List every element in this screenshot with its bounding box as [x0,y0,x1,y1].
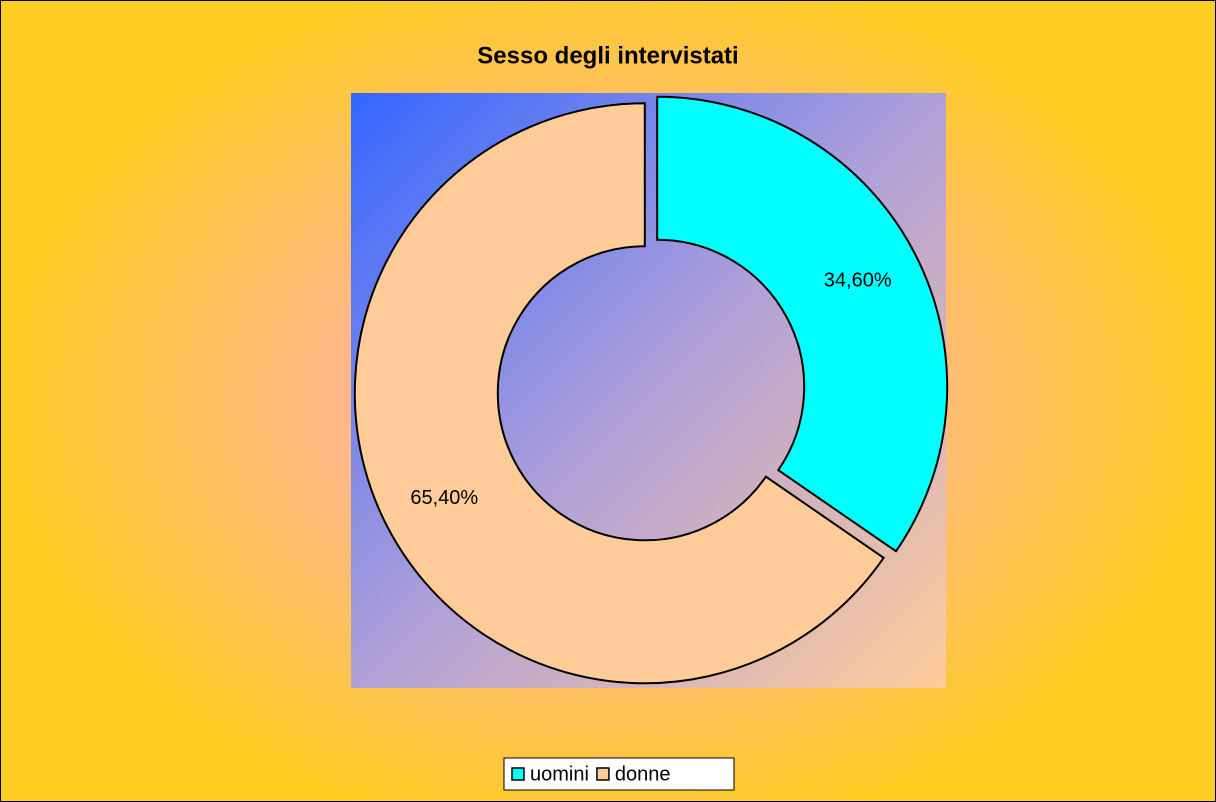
legend-label: uomini [530,763,589,785]
data-label: 34,60% [824,270,892,292]
donut-slice [656,95,949,553]
legend-box [503,757,735,791]
donut-slice [353,102,886,685]
legend-swatch [596,767,610,781]
legend-label: donne [615,763,671,785]
legend-swatch [511,767,525,781]
chart-title: Sesso degli intervistati [477,42,738,69]
data-label: 65,40% [410,487,478,509]
